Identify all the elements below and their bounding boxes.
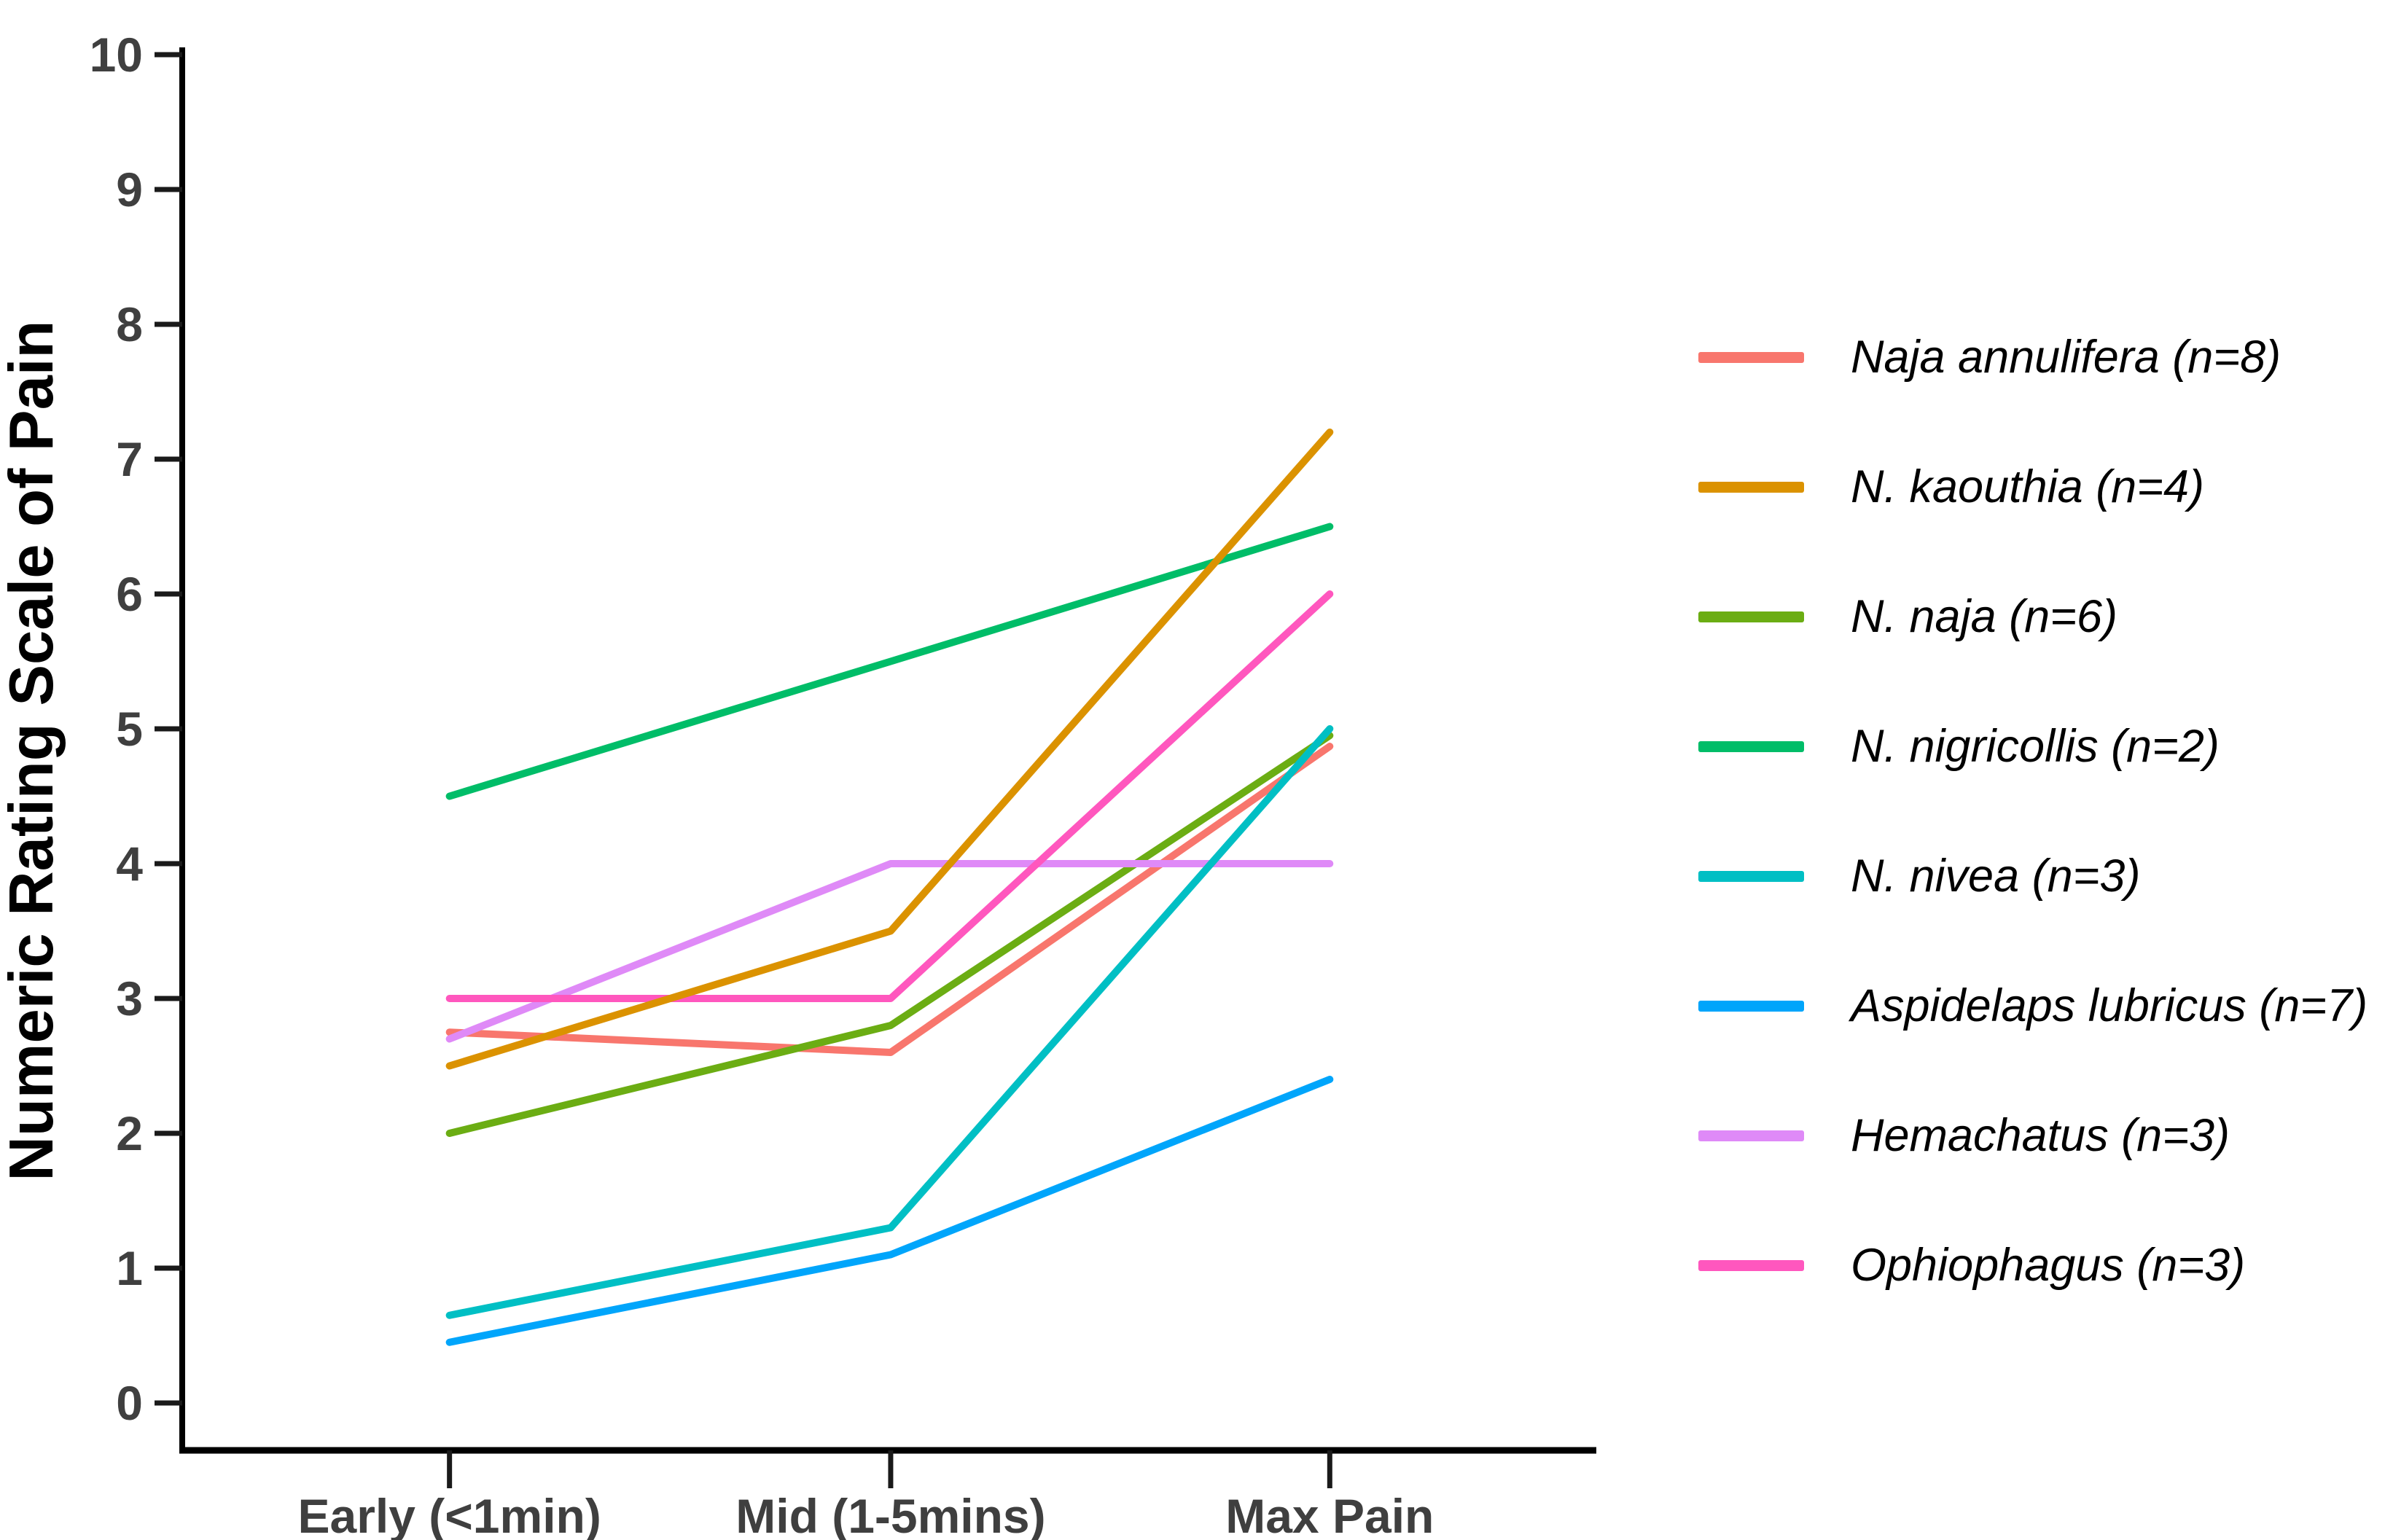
x-tick-label: Mid (1-5mins) [735,1489,1045,1540]
y-tick-label: 0 [116,1376,143,1430]
legend-item: Hemachatus (n=3) [1698,1071,2368,1200]
legend-label: Naja annulifera (n=8) [1851,332,2281,383]
y-tick-label: 7 [116,432,143,486]
legend-label: N. kaouthia (n=4) [1851,461,2205,512]
series-line-n-kaouthia-n-4- [445,429,1334,1070]
legend-label: N. nivea (n=3) [1851,851,2141,902]
legend-swatch [1698,1000,1804,1012]
legend-label: N. nigricollis (n=2) [1851,721,2220,772]
y-tick-label: 10 [90,28,143,82]
legend-swatch [1698,870,1804,882]
legend-item: N. nigricollis (n=2) [1698,681,2368,811]
legend-item: Ophiophagus (n=3) [1698,1200,2368,1330]
y-tick-label: 1 [116,1241,143,1295]
y-tick-label: 8 [116,297,143,351]
legend-item: N. kaouthia (n=4) [1698,422,2368,552]
legend-swatch [1698,1130,1804,1141]
legend-item: N. naja (n=6) [1698,552,2368,681]
y-tick-label: 9 [116,163,143,216]
series-layer [445,429,1334,1346]
legend-swatch [1698,481,1804,493]
legend-label: Aspidelaps lubricus (n=7) [1851,980,2368,1031]
series-line-n-nigricollis-n-2- [445,523,1334,800]
series-line-aspidelaps-lubricus-n-7- [445,1076,1334,1346]
legend-label: Hemachatus (n=3) [1851,1110,2230,1161]
legend-swatch [1698,351,1804,363]
legend-swatch [1698,611,1804,622]
y-tick-label: 6 [116,567,143,621]
x-tick-label: Max Pain [1225,1489,1434,1540]
x-tick-label: Early (<1min) [297,1489,601,1540]
legend-swatch [1698,740,1804,752]
legend: Naja annulifera (n=8) N. kaouthia (n=4) N.… [1698,292,2368,1330]
series-line-n-naja-n-6- [445,732,1334,1137]
series-line-naja-annulifera-n-8- [445,743,1334,1056]
legend-item: Aspidelaps lubricus (n=7) [1698,941,2368,1071]
series-line-n-nivea-n-3- [445,725,1334,1319]
legend-swatch [1698,1259,1804,1271]
y-axis-title: Numeric Rating Scale of Pain [0,321,66,1181]
legend-label: Ophiophagus (n=3) [1851,1240,2246,1291]
legend-label: N. naja (n=6) [1851,591,2117,642]
legend-item: N. nivea (n=3) [1698,811,2368,941]
y-tick-label: 2 [116,1106,143,1160]
y-tick-label: 3 [116,972,143,1025]
series-line-ophiophagus-n-3- [445,590,1334,1002]
series-line-hemachatus-n-3- [445,860,1334,1043]
axes-layer: 0 1 2 3 4 5 6 7 8 9 10 Early (<1min) Mid (1-5mins) Ma… [90,28,1596,1540]
y-tick-label: 5 [116,702,143,756]
legend-item: Naja annulifera (n=8) [1698,292,2368,422]
y-tick-label: 4 [116,837,143,891]
